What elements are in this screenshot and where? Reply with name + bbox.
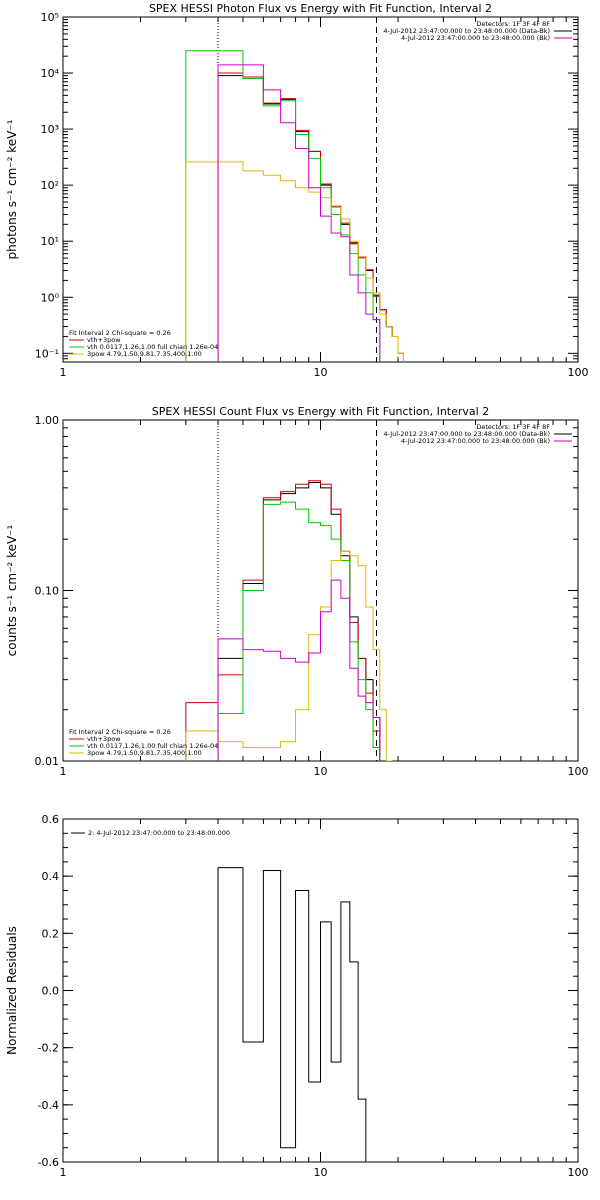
legend-top-right-entry: 4-Jul-2012 23:47:00.000 to 23:48:00.000 … bbox=[383, 430, 550, 438]
series-line-5 bbox=[217, 579, 381, 761]
y-tick-label: 0.10 bbox=[35, 585, 60, 598]
series-line-1 bbox=[217, 481, 381, 761]
x-tick-label: 1 bbox=[60, 1166, 67, 1179]
y-tick-label: 10⁻¹ bbox=[35, 347, 59, 360]
legend-bottom-left-entry: vth+3pow bbox=[87, 336, 121, 344]
y-tick-label: 10² bbox=[41, 179, 59, 192]
x-tick-label: 100 bbox=[568, 1166, 589, 1179]
y-tick-label: 0.4 bbox=[42, 870, 60, 883]
panel-1: SPEX HESSI Photon Flux vs Energy with Fi… bbox=[5, 2, 589, 379]
series-line-5 bbox=[217, 64, 381, 362]
x-tick-label: 1 bbox=[60, 765, 67, 778]
y-tick-label: -0.4 bbox=[38, 1099, 59, 1112]
legend-top-right-entry: Detectors: 1F 3F 4F 8F bbox=[476, 423, 550, 431]
y-tick-label: 10³ bbox=[41, 123, 59, 136]
y-tick-label: 0.0 bbox=[42, 985, 60, 998]
y-tick-label: 10¹ bbox=[41, 235, 59, 248]
series-line-3 bbox=[185, 50, 381, 362]
y-tick-label: -0.2 bbox=[38, 1042, 59, 1055]
legend-bottom-left-entry: 3pow 4.79,1.50,9.81,7.35,400,1.00 bbox=[87, 749, 202, 757]
legend-top-right-entry: 4-Jul-2012 23:47:00.000 to 23:48:00.000 … bbox=[383, 27, 550, 35]
y-tick-label: 10⁵ bbox=[41, 11, 59, 24]
x-tick-label: 1 bbox=[60, 366, 67, 379]
legend-top-right-entry: Detectors: 1F 3F 4F 8F bbox=[476, 20, 550, 28]
series-line-4 bbox=[185, 161, 404, 362]
legend-top-right-entry: 4-Jul-2012 23:47:00.000 to 23:48:00.000 … bbox=[401, 437, 550, 445]
legend-bottom-left-entry: Fit Interval 2 Chi-square = 0.26 bbox=[69, 329, 171, 337]
legend-bottom-left-entry: vth 0.0117,1.26,1.00 full chian 1.26e-04 bbox=[87, 742, 218, 750]
legend-bottom-left-entry: Fit Interval 2 Chi-square = 0.26 bbox=[69, 728, 171, 736]
y-tick-label: 0.2 bbox=[42, 927, 60, 940]
x-tick-label: 100 bbox=[568, 765, 589, 778]
series-line-1 bbox=[217, 75, 404, 362]
y-tick-label: -0.6 bbox=[38, 1156, 59, 1169]
legend-bottom-left-entry: vth 0.0117,1.26,1.00 full chian 1.26e-04 bbox=[87, 343, 218, 351]
y-tick-label: 0.01 bbox=[35, 755, 60, 768]
panel-2: SPEX HESSI Count Flux vs Energy with Fit… bbox=[5, 405, 589, 778]
legend-bottom-left-entry: vth+3pow bbox=[87, 735, 121, 743]
chart-title: SPEX HESSI Count Flux vs Energy with Fit… bbox=[152, 405, 489, 418]
legend-bottom-left-entry: 3pow 4.79,1.50,9.81,7.35,400,1.00 bbox=[87, 350, 202, 358]
series-line-2 bbox=[185, 480, 381, 761]
y-axis-label: counts s⁻¹ cm⁻² keV⁻¹ bbox=[5, 524, 19, 656]
panel-3: Normalized Residuals 1 10 100 -0.6 -0.4 -0.2 0.… bbox=[5, 813, 589, 1179]
legend-top-left-entry: 2: 4-Jul-2012 23:47:00.000 to 23:48:00.0… bbox=[88, 829, 230, 837]
chart-title: SPEX HESSI Photon Flux vs Energy with Fi… bbox=[149, 2, 492, 15]
x-tick-label: 100 bbox=[568, 366, 589, 379]
x-tick-label: 10 bbox=[314, 366, 328, 379]
series-line-4 bbox=[185, 550, 393, 761]
y-tick-label: 1.00 bbox=[35, 414, 60, 427]
y-tick-label: 10⁴ bbox=[41, 67, 60, 80]
y-tick-label: 0.6 bbox=[42, 813, 60, 826]
series-line-2 bbox=[217, 72, 404, 362]
series-line-1 bbox=[217, 867, 380, 1162]
legend-top-right-entry: 4-Jul-2012 23:47:00.000 to 23:48:00.000 … bbox=[401, 34, 550, 42]
series-line-3 bbox=[217, 501, 381, 761]
y-axis-label: Normalized Residuals bbox=[5, 926, 19, 1055]
x-tick-label: 10 bbox=[314, 1166, 328, 1179]
y-tick-label: 10⁰ bbox=[41, 291, 60, 304]
y-axis-label: photons s⁻¹ cm⁻² keV⁻¹ bbox=[5, 119, 19, 259]
plot-frame bbox=[62, 419, 579, 762]
x-tick-label: 10 bbox=[314, 765, 328, 778]
